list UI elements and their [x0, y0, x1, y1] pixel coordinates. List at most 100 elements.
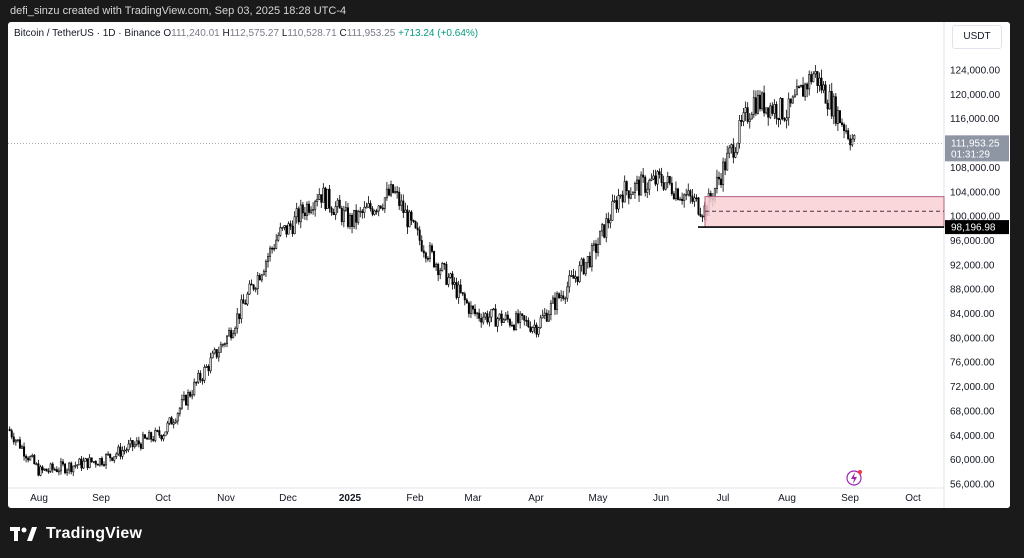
candle-body	[152, 438, 155, 441]
candle-body	[826, 103, 829, 110]
candle-body	[322, 187, 325, 203]
candle-body	[545, 312, 548, 322]
candle-body	[685, 194, 688, 196]
candle-body	[738, 120, 741, 144]
candle-body	[234, 327, 237, 335]
candle-body	[533, 324, 536, 328]
candle-body	[203, 367, 206, 381]
candle-body	[734, 152, 737, 158]
x-tick-label: Dec	[279, 493, 297, 504]
candle-body	[424, 252, 427, 259]
candle-body	[33, 455, 36, 465]
y-tick-label: 116,000.00	[950, 114, 1000, 125]
currency-selector[interactable]: USDT	[952, 25, 1002, 49]
candle-body	[732, 144, 735, 158]
candle-body	[832, 96, 835, 117]
candle-body	[488, 316, 491, 323]
candle-body	[23, 446, 26, 457]
candle-body	[761, 92, 764, 110]
candle-body	[410, 211, 413, 221]
candle-body	[769, 105, 772, 118]
candle-body	[812, 73, 815, 83]
candle-body	[697, 197, 700, 215]
candle-body	[78, 458, 81, 466]
candle-body	[283, 225, 286, 228]
candle-body	[588, 256, 591, 267]
candle-body	[215, 349, 218, 358]
candle-body	[387, 188, 390, 196]
candle-body	[86, 458, 89, 469]
x-tick-label: Mar	[464, 493, 482, 504]
candle-body	[459, 284, 462, 293]
candle-body	[500, 313, 503, 323]
candle-body	[14, 439, 17, 443]
candle-body	[597, 244, 600, 253]
candle-body	[689, 190, 692, 197]
candle-body	[642, 174, 645, 178]
candle-body	[262, 271, 265, 276]
close-label: C	[339, 28, 347, 39]
candle-body	[340, 207, 343, 222]
candle-body	[146, 437, 149, 440]
candle-body	[211, 352, 214, 359]
lightning-icon	[846, 470, 862, 486]
candle-body	[605, 218, 608, 238]
candle-body	[172, 422, 175, 425]
x-tick-label: May	[589, 493, 608, 504]
candle-body	[293, 216, 296, 235]
level-label: 98,196.98	[951, 223, 996, 234]
candle-body	[564, 297, 567, 300]
candle-body	[332, 211, 335, 216]
candlestick-chart[interactable]: 56,000.00 60,000.00 64,000.00 68,000.00 72,0…	[8, 22, 1010, 508]
candle-body	[558, 293, 561, 299]
candle-body	[8, 428, 11, 432]
candle-body	[795, 86, 798, 96]
candle-body	[402, 200, 405, 213]
candle-body	[191, 394, 194, 397]
candle-body	[185, 395, 188, 406]
candle-body	[94, 461, 97, 465]
x-tick-label: Aug	[30, 493, 48, 504]
candle-body	[219, 344, 222, 353]
x-tick-label: Sep	[92, 493, 110, 504]
candle-body	[156, 430, 159, 432]
candle-body	[107, 453, 110, 456]
level-badge	[945, 220, 1009, 235]
change-value: +713.24 (+0.64%)	[398, 28, 479, 39]
candle-body	[334, 206, 337, 216]
candle-body	[37, 463, 40, 476]
candle-body	[525, 319, 528, 322]
candle-body	[154, 430, 157, 441]
candle-body	[474, 308, 477, 314]
candle-body	[68, 462, 71, 471]
candle-body	[328, 188, 331, 209]
candle-body	[816, 71, 819, 86]
candle-body	[273, 247, 276, 250]
candle-body	[802, 84, 805, 97]
candle-body	[346, 207, 349, 227]
candle-body	[592, 243, 595, 246]
candle-body	[379, 205, 382, 209]
candle-body	[683, 194, 686, 201]
y-tick-label: 84,000.00	[950, 309, 995, 320]
candle-body	[316, 199, 319, 202]
chart-frame[interactable]: 56,000.00 60,000.00 64,000.00 68,000.00 72,0…	[8, 22, 1010, 508]
x-tick-label: 2025	[339, 493, 362, 504]
candle-body	[779, 98, 782, 121]
candle-body	[756, 94, 759, 114]
candle-body	[504, 314, 507, 320]
candle-body	[43, 468, 46, 471]
brand-name: TradingView	[46, 525, 143, 542]
open-label: O	[163, 28, 172, 39]
candle-body	[539, 317, 542, 328]
candle-body	[615, 200, 618, 210]
candle-body	[400, 200, 403, 206]
footer-brand: TradingView	[10, 521, 142, 547]
candle-body	[670, 182, 673, 195]
y-tick-label: 96,000.00	[950, 236, 995, 247]
candle-body	[150, 432, 153, 440]
candle-body	[187, 392, 190, 406]
candle-body	[740, 120, 743, 122]
candle-body	[529, 326, 532, 332]
candle-body	[53, 469, 56, 471]
